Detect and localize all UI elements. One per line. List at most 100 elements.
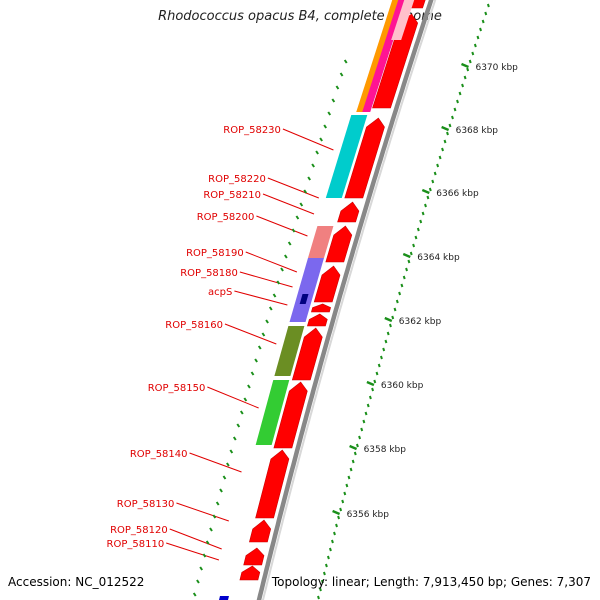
- ruler-tick: [466, 67, 470, 72]
- ruler-tick: [400, 283, 404, 288]
- ruler-tick: [351, 459, 355, 464]
- ruler-tick: [463, 75, 467, 80]
- ruler-tick: [333, 531, 336, 536]
- ruler-tick: [360, 427, 364, 432]
- gene-label: ROP_58140: [130, 449, 188, 460]
- track-tick: [254, 358, 258, 363]
- cds-arrow: [249, 519, 272, 543]
- track-tick: [257, 345, 262, 350]
- track-tick: [319, 137, 323, 142]
- ruler-tick: [375, 371, 379, 376]
- ruler-tick: [386, 331, 390, 336]
- cog-band-orange: [356, 0, 401, 112]
- ruler-tick: [453, 107, 457, 112]
- ruler-label: 6360 kbp: [381, 381, 424, 391]
- cds-arrow: [307, 313, 328, 327]
- track-tick: [209, 527, 213, 532]
- track-tick: [215, 501, 220, 506]
- ruler-tick: [322, 571, 326, 576]
- cds-arrow: [243, 547, 265, 566]
- gene-label: ROP_58130: [117, 499, 175, 510]
- ruler-major-tick: [366, 380, 375, 387]
- ruler-tick: [349, 467, 353, 472]
- ruler-tick: [419, 219, 423, 224]
- cog-band-rose: [307, 226, 334, 258]
- track-tick: [339, 72, 344, 77]
- gene-label-pointer: [207, 386, 259, 409]
- gene-label-pointer: [234, 290, 288, 306]
- ruler-tick: [446, 131, 449, 136]
- ruler-tick: [461, 83, 465, 88]
- gene-label: ROP_58160: [165, 320, 223, 331]
- cog-band-navy: [299, 294, 309, 304]
- ruler-major-tick: [421, 188, 430, 195]
- ruler-tick: [481, 19, 485, 24]
- cds-arrow: [313, 265, 341, 303]
- ruler-tick: [373, 379, 377, 384]
- ruler-tick: [426, 195, 430, 200]
- ruler-tick: [433, 171, 437, 176]
- track-tick: [236, 423, 241, 428]
- ruler-major-tick: [402, 252, 411, 259]
- ruler-tick: [368, 395, 372, 400]
- gene-label-pointer: [245, 251, 298, 273]
- ruler-tick: [389, 323, 392, 328]
- ruler-tick: [353, 451, 357, 456]
- gene-label-pointer: [239, 271, 293, 288]
- track-tick: [315, 150, 319, 155]
- ruler-label: 6362 kbp: [399, 317, 442, 327]
- map-title: Rhodococcus opacus B4, complete genome: [158, 9, 442, 24]
- gene-label: ROP_58180: [180, 268, 238, 279]
- ruler-tick: [476, 35, 480, 40]
- track-tick: [196, 579, 200, 584]
- track-tick: [232, 436, 237, 441]
- gene-label: ROP_58210: [203, 190, 261, 201]
- gene-label: acpS: [208, 287, 232, 298]
- track-tick: [311, 163, 315, 168]
- gene-label: ROP_58200: [197, 212, 255, 223]
- track-tick: [222, 475, 227, 480]
- ruler-tick: [324, 563, 328, 568]
- ruler-tick: [421, 211, 425, 216]
- ruler-major-tick: [384, 316, 393, 323]
- topology-summary: Topology: linear; Length: 7,913,450 bp; …: [271, 575, 591, 589]
- accession-text: Accession: NC_012522: [8, 575, 145, 589]
- ruler-major-tick: [349, 444, 358, 451]
- track-tick: [287, 241, 292, 246]
- ruler-label: 6366 kbp: [436, 189, 479, 199]
- gene-label-pointer: [262, 193, 315, 215]
- cog-band-slate: [289, 258, 324, 322]
- ruler-tick: [409, 251, 413, 256]
- track-tick: [243, 397, 248, 402]
- ruler-tick: [436, 163, 440, 168]
- track-tick: [250, 371, 255, 376]
- ruler-tick: [479, 27, 482, 32]
- gene-label-pointer: [176, 502, 229, 522]
- track-tick: [192, 592, 197, 597]
- track-tick: [307, 176, 311, 181]
- ruler-tick: [320, 579, 324, 584]
- cds-arrow: [311, 303, 331, 313]
- cog-band-olive: [274, 326, 305, 376]
- ruler-tick: [331, 539, 334, 544]
- track-tick: [219, 488, 223, 493]
- ruler-major-tick: [460, 62, 469, 69]
- track-tick: [199, 566, 203, 571]
- ruler-tick: [451, 115, 454, 120]
- ruler-tick: [395, 299, 399, 304]
- ruler-major-tick: [332, 509, 341, 516]
- track-tick: [268, 306, 273, 311]
- track-tick: [303, 189, 308, 194]
- track-tick: [331, 98, 336, 103]
- ruler-tick: [431, 179, 435, 184]
- cds-arrow: [291, 327, 323, 381]
- ruler-tick: [319, 587, 322, 592]
- track-tick: [247, 384, 251, 389]
- ruler-tick: [428, 187, 432, 192]
- ruler-tick: [448, 123, 452, 128]
- ruler-label: 6356 kbp: [347, 510, 390, 520]
- track-tick: [265, 319, 269, 324]
- gene-labels: ROP_58230 ROP_58220 ROP_58210 ROP_58200 ROP_…: [107, 125, 334, 561]
- ruler-tick: [398, 291, 402, 296]
